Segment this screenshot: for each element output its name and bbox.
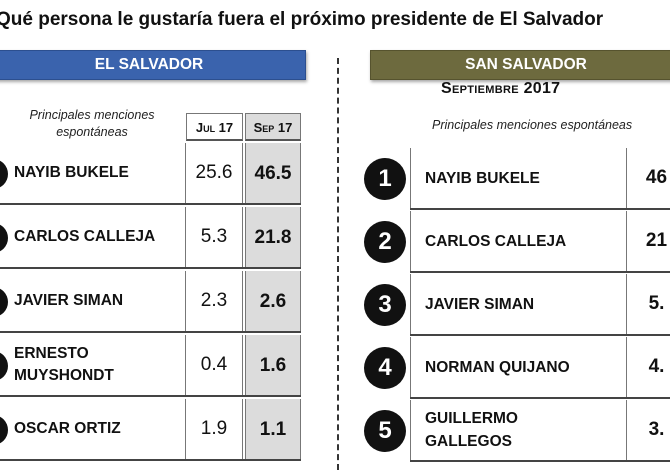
candidate-name: NAYIB BUKELE (14, 164, 129, 181)
value-sep: 46.5 (245, 143, 301, 205)
row-divider (0, 331, 301, 333)
value-sep: 2.6 (245, 271, 301, 333)
table-row: ERNESTO MUYSHONDT 0.4 1.6 (0, 335, 305, 397)
san-salvador-note: Principales menciones espontáneas (432, 118, 633, 132)
table-row: JAVIER SIMAN 2.3 2.6 (0, 271, 305, 333)
value-sep: 1.6 (245, 335, 301, 397)
table-row: NAYIB BUKELE 25.6 46.5 (0, 143, 305, 205)
rank-badge: 1 (364, 158, 406, 200)
row-divider (410, 460, 670, 462)
list-item: 3 JAVIER SIMAN 5. (358, 274, 670, 336)
row-divider (0, 267, 301, 269)
el-salvador-note: Principales menciones espontáneas (29, 108, 155, 139)
candidate-name: GUILLERMO GALLEGOS (410, 400, 560, 460)
candidate-value: 46 (626, 148, 670, 208)
row-divider (0, 395, 301, 397)
candidate-name: CARLOS CALLEJA (14, 228, 156, 245)
candidate-value: 21 (626, 211, 670, 271)
row-divider (410, 208, 670, 210)
candidate-value: 3. (626, 400, 670, 460)
san-salvador-banner: SAN SALVADOR (370, 50, 670, 80)
value-jul: 25.6 (185, 143, 243, 203)
page-title: Qué persona le gustaría fuera el próximo… (0, 9, 604, 30)
candidate-name: CARLOS CALLEJA (410, 211, 626, 271)
candidate-name: JAVIER SIMAN (410, 274, 626, 334)
row-divider (0, 203, 301, 205)
candidate-name: OSCAR ORTIZ (14, 420, 121, 437)
value-sep: 1.1 (245, 399, 301, 461)
candidate-name: JAVIER SIMAN (14, 292, 124, 309)
row-divider (0, 459, 301, 461)
value-jul: 1.9 (185, 399, 243, 459)
rank-circle (0, 159, 8, 189)
rank-circle (0, 351, 8, 381)
rank-badge: 4 (364, 347, 406, 389)
candidate-name: ERNESTO MUYSHONDT (14, 345, 114, 384)
table-row: OSCAR ORTIZ 1.9 1.1 (0, 399, 305, 461)
list-item: 5 GUILLERMO GALLEGOS 3. (358, 400, 670, 462)
list-item: 4 NORMAN QUIJANO 4. (358, 337, 670, 399)
row-divider (410, 334, 670, 336)
row-divider (410, 397, 670, 399)
candidate-name: NAYIB BUKELE (410, 148, 626, 208)
value-sep: 21.8 (245, 207, 301, 269)
rank-badge: 2 (364, 221, 406, 263)
table-row: CARLOS CALLEJA 5.3 21.8 (0, 207, 305, 269)
rank-circle (0, 415, 8, 445)
list-item: 2 CARLOS CALLEJA 21 (358, 211, 670, 273)
value-jul: 0.4 (185, 335, 243, 395)
list-item: 1 NAYIB BUKELE 46 (358, 148, 670, 210)
candidate-value: 5. (626, 274, 670, 334)
column-header-jul: Jul 17 (186, 113, 243, 141)
candidate-value: 4. (626, 337, 670, 397)
rank-badge: 5 (364, 410, 406, 452)
section-divider (337, 58, 339, 470)
rank-circle (0, 287, 8, 317)
el-salvador-banner: EL SALVADOR (0, 50, 306, 80)
value-jul: 5.3 (185, 207, 243, 267)
row-divider (410, 271, 670, 273)
value-jul: 2.3 (185, 271, 243, 331)
period-subtitle: Septiembre 2017 (441, 80, 561, 97)
rank-circle (0, 223, 8, 253)
candidate-name: NORMAN QUIJANO (410, 337, 626, 397)
column-header-sep: Sep 17 (245, 113, 301, 141)
rank-badge: 3 (364, 284, 406, 326)
